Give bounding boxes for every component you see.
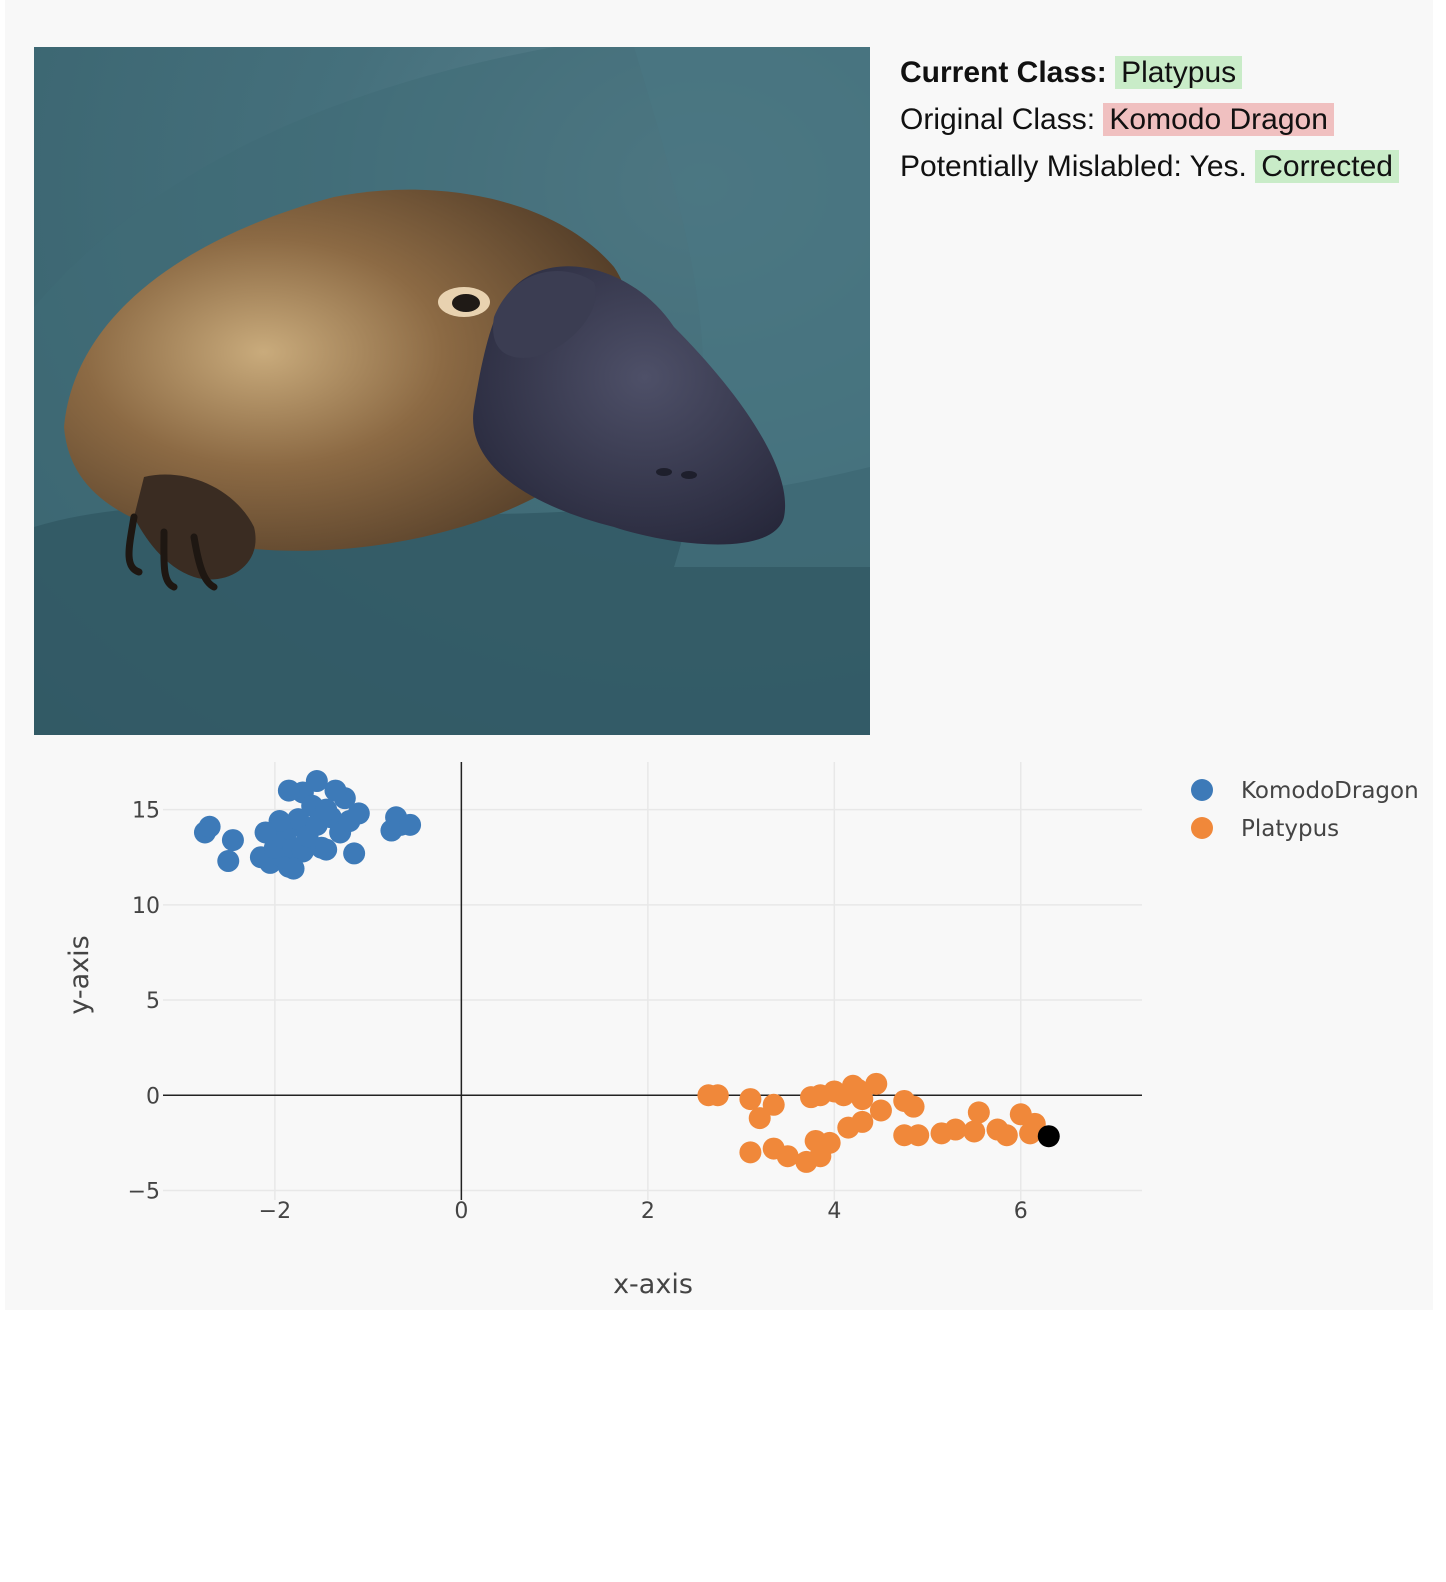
data-point-platypus [748, 1107, 771, 1130]
data-point-platypus [739, 1088, 762, 1111]
y-tick-label: 5 [146, 989, 160, 1014]
data-point-platypus [851, 1110, 874, 1133]
x-tick-label: 4 [827, 1199, 841, 1224]
data-point-komododragon [282, 857, 305, 880]
data-point-komododragon [343, 842, 366, 865]
data-point-platypus [762, 1093, 785, 1116]
y-tick-label: 10 [132, 894, 160, 919]
original-class-label: Original Class: [900, 103, 1096, 136]
x-tick-label: 0 [454, 1199, 468, 1224]
mislabeled-label: Potentially Mislabled: Yes. [900, 150, 1247, 183]
data-point-komododragon [315, 838, 338, 861]
data-point-komododragon [324, 779, 347, 802]
data-point-platypus [706, 1084, 729, 1107]
original-class-row: Original Class: Komodo Dragon [900, 99, 1399, 146]
data-point-komododragon [399, 813, 422, 836]
data-point-komododragon [277, 779, 300, 802]
data-point-platypus [739, 1141, 762, 1164]
sample-image [34, 47, 870, 735]
chart-points [193, 770, 1060, 1173]
legend-label: KomodoDragon [1241, 778, 1419, 804]
chart-axes [163, 762, 1142, 1200]
data-point-komododragon [198, 815, 221, 838]
data-point-platypus [907, 1124, 930, 1147]
data-point-platypus [869, 1099, 892, 1122]
data-point-platypus [944, 1118, 967, 1141]
legend-marker [1191, 817, 1213, 839]
original-class-value: Komodo Dragon [1103, 103, 1334, 136]
data-point-platypus [995, 1124, 1018, 1147]
current-class-row: Current Class: Platypus [900, 52, 1399, 99]
data-point-selected [1037, 1125, 1060, 1148]
data-point-platypus [851, 1088, 874, 1111]
platypus-photo [34, 47, 870, 735]
scatter-chart[interactable]: −2 0 2 4 6 −5 0 5 10 15 x-axis y-axis KomodoDrago… [0, 745, 1440, 1310]
data-point-platypus [818, 1131, 841, 1154]
data-point-komododragon [221, 829, 244, 852]
current-class-label: Current Class: [900, 56, 1107, 89]
chart-legend[interactable]: KomodoDragon Platypus [1191, 778, 1419, 842]
chart-ticks: −2 0 2 4 6 −5 0 5 10 15 [128, 799, 1028, 1224]
data-point-komododragon [254, 821, 277, 844]
y-tick-label: 0 [146, 1084, 160, 1109]
current-class-value: Platypus [1115, 56, 1243, 89]
x-axis-label: x-axis [613, 1269, 693, 1300]
y-tick-label: 15 [132, 799, 160, 824]
x-tick-label: −2 [259, 1199, 291, 1224]
legend-marker [1191, 779, 1213, 801]
y-axis-label: y-axis [64, 935, 95, 1014]
mislabeled-status: Corrected [1255, 150, 1399, 183]
class-info: Current Class: Platypus Original Class: … [900, 52, 1399, 193]
data-point-platypus [776, 1145, 799, 1168]
data-point-komododragon [347, 802, 370, 825]
data-point-platypus [902, 1095, 925, 1118]
data-point-komododragon [315, 798, 338, 821]
mislabeled-row: Potentially Mislabled: Yes. Corrected [900, 146, 1399, 193]
x-tick-label: 6 [1014, 1199, 1028, 1224]
data-point-platypus [865, 1072, 888, 1095]
data-point-platypus [967, 1101, 990, 1124]
y-tick-label: −5 [128, 1179, 160, 1204]
legend-item-platypus[interactable]: Platypus [1191, 816, 1339, 842]
legend-label: Platypus [1241, 816, 1339, 842]
data-point-komododragon [217, 850, 240, 873]
legend-item-komododragon[interactable]: KomodoDragon [1191, 778, 1419, 804]
x-tick-label: 2 [641, 1199, 655, 1224]
data-point-platypus [963, 1120, 986, 1143]
data-point-komododragon [287, 808, 310, 831]
